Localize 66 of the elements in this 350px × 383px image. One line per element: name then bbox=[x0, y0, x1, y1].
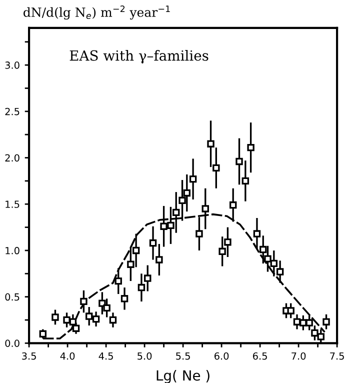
point bbox=[52, 314, 59, 321]
point bbox=[253, 230, 261, 238]
point bbox=[80, 298, 88, 306]
point bbox=[247, 144, 254, 152]
x-tick-label: 6.5 bbox=[253, 352, 267, 360]
x-tick-label: 4.5 bbox=[98, 352, 113, 360]
point bbox=[109, 316, 117, 324]
point bbox=[196, 230, 203, 238]
point bbox=[202, 205, 209, 212]
point bbox=[144, 274, 152, 282]
y-tick-label: 2.5 bbox=[5, 108, 20, 116]
point bbox=[92, 315, 100, 323]
point bbox=[212, 164, 220, 172]
point bbox=[287, 307, 294, 314]
point bbox=[132, 246, 140, 254]
x-tick-label: 7.5 bbox=[330, 352, 344, 360]
point bbox=[138, 284, 146, 292]
point bbox=[189, 175, 197, 183]
point bbox=[224, 238, 232, 246]
point bbox=[127, 260, 134, 268]
point bbox=[103, 304, 110, 312]
point bbox=[276, 268, 284, 276]
point bbox=[98, 300, 106, 307]
point bbox=[85, 312, 93, 320]
point bbox=[178, 196, 186, 204]
point bbox=[260, 246, 267, 254]
point bbox=[300, 319, 307, 326]
y-tick-label: 2.0 bbox=[5, 154, 20, 162]
point bbox=[236, 158, 243, 166]
annotation: EAS with γ–families bbox=[70, 50, 208, 64]
point bbox=[63, 316, 70, 324]
x-tick-label: 5.0 bbox=[138, 352, 152, 360]
point bbox=[114, 277, 122, 285]
x-tick-label: 5.5 bbox=[176, 352, 190, 360]
point bbox=[172, 208, 180, 216]
point bbox=[167, 222, 174, 230]
y-tick-label: 0.0 bbox=[5, 340, 20, 347]
point bbox=[306, 319, 313, 326]
point bbox=[149, 239, 157, 247]
point bbox=[69, 318, 77, 326]
x-tick-label: 4.0 bbox=[60, 352, 75, 360]
point bbox=[317, 333, 324, 340]
point bbox=[207, 140, 214, 148]
y-tick-label: 3.0 bbox=[5, 62, 20, 69]
x-axis-title: Lg( Ne ) bbox=[156, 370, 210, 383]
point bbox=[120, 295, 128, 302]
point bbox=[242, 177, 250, 185]
point bbox=[218, 248, 226, 255]
y-tick-label: 1.0 bbox=[6, 246, 20, 254]
x-tick-label: 3.5 bbox=[22, 352, 36, 360]
point bbox=[322, 318, 330, 326]
y-tick-label: 1.5 bbox=[6, 200, 20, 208]
point bbox=[160, 222, 168, 230]
point bbox=[72, 324, 80, 332]
x-tick-label: 7.0 bbox=[292, 352, 306, 360]
y-tick-label: 0.5 bbox=[5, 293, 20, 301]
point bbox=[311, 329, 318, 337]
point bbox=[183, 189, 191, 197]
point bbox=[156, 256, 163, 264]
point bbox=[39, 330, 47, 338]
point bbox=[264, 255, 272, 262]
point bbox=[229, 201, 237, 209]
chart-title: dN/d(lg N$_{e}$) m$^{−2}$ year$^{−1}$ bbox=[24, 5, 170, 20]
point bbox=[293, 318, 301, 326]
point bbox=[270, 260, 278, 268]
x-tick-label: 6.0 bbox=[214, 352, 229, 360]
